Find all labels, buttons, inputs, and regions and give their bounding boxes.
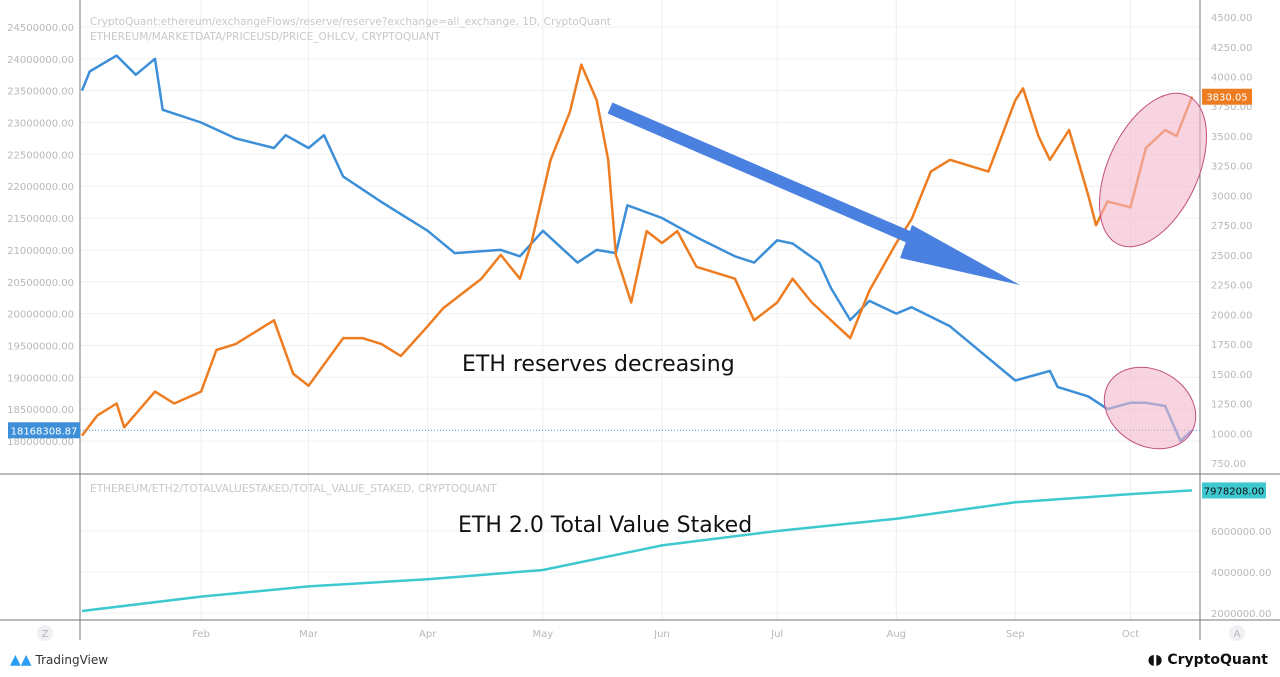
staked-value-badge bbox=[1202, 482, 1266, 499]
right-tick-label: 1500.00 bbox=[1211, 370, 1252, 381]
left-tick-label: 23500000.00 bbox=[7, 87, 74, 98]
lower-tick-label: 2000000.00 bbox=[1211, 609, 1271, 620]
left-tick-label: 22000000.00 bbox=[7, 182, 74, 193]
left-tick-label: 24000000.00 bbox=[7, 55, 74, 66]
cryptoquant-label: CryptoQuant bbox=[1167, 652, 1268, 668]
series-staked-line bbox=[81, 489, 1193, 613]
annotation-staked: ETH 2.0 Total Value Staked bbox=[458, 513, 752, 538]
x-tick-label: May bbox=[533, 629, 554, 640]
left-tick-label: 20500000.00 bbox=[7, 278, 74, 289]
price-value-label: 3830.05 bbox=[1206, 93, 1247, 104]
reserve-value-label: 18168308.87 bbox=[11, 426, 78, 437]
x-tick-label: Sep bbox=[1006, 629, 1025, 640]
x-tick-label: Mar bbox=[299, 629, 319, 640]
left-tick-label: 18500000.00 bbox=[7, 405, 74, 416]
x-tick-label: Aug bbox=[886, 629, 906, 640]
x-tick-label: Jun bbox=[653, 629, 670, 640]
highlight-reserve-ellipse bbox=[1103, 366, 1197, 450]
right-tick-label: 3750.00 bbox=[1211, 102, 1252, 113]
right-tick-label: 2250.00 bbox=[1211, 281, 1252, 292]
right-tick-label: 4250.00 bbox=[1211, 43, 1252, 54]
left-tick-label: 21000000.00 bbox=[7, 246, 74, 257]
right-tick-label: 1750.00 bbox=[1211, 340, 1252, 351]
left-tick-label: 18000000.00 bbox=[7, 437, 74, 448]
z-button[interactable] bbox=[37, 625, 53, 641]
right-tick-label: 4000.00 bbox=[1211, 73, 1252, 84]
x-tick-label: Apr bbox=[419, 629, 437, 640]
right-tick-label: 2750.00 bbox=[1211, 221, 1252, 232]
lower-tick-label: 6000000.00 bbox=[1211, 527, 1271, 538]
right-tick-label: 1000.00 bbox=[1211, 429, 1252, 440]
right-tick-label: 1250.00 bbox=[1211, 400, 1252, 411]
right-tick-label: 2000.00 bbox=[1211, 310, 1252, 321]
tradingview-icon: ▲▲ bbox=[10, 652, 32, 668]
x-tick-label: Feb bbox=[192, 629, 210, 640]
z-label: Z bbox=[42, 629, 49, 640]
x-tick-label: Jul bbox=[770, 629, 783, 640]
left-tick-label: 24500000.00 bbox=[7, 23, 74, 34]
legend-staked: ETHEREUM/ETH2/TOTALVALUESTAKED/TOTAL_VAL… bbox=[90, 483, 497, 495]
right-tick-label: 4500.00 bbox=[1211, 13, 1252, 24]
reserve-value-badge bbox=[8, 422, 80, 439]
cryptoquant-icon: ◖◗ bbox=[1147, 652, 1168, 668]
downtrend-arrow bbox=[607, 102, 1020, 285]
left-tick-label: 21500000.00 bbox=[7, 214, 74, 225]
legend-reserve: CryptoQuant:ethereum/exchangeFlows/reser… bbox=[90, 16, 611, 28]
series-reserve-line bbox=[80, 54, 1193, 443]
tradingview-logo[interactable]: ▲▲ TradingView bbox=[10, 652, 108, 668]
price-value-badge bbox=[1202, 88, 1252, 105]
highlight-price-ellipse bbox=[1098, 92, 1208, 248]
legend-price: ETHEREUM/MARKETDATA/PRICEUSD/PRICE_OHLCV… bbox=[90, 31, 441, 43]
right-tick-label: 3250.00 bbox=[1211, 162, 1252, 173]
a-label: A bbox=[1234, 629, 1241, 640]
tradingview-label: TradingView bbox=[35, 653, 109, 667]
left-tick-label: 23000000.00 bbox=[7, 119, 74, 130]
staked-value-label: 7978208.00 bbox=[1204, 486, 1264, 497]
right-tick-label: 3500.00 bbox=[1211, 132, 1252, 143]
left-tick-label: 20000000.00 bbox=[7, 310, 74, 321]
lower-tick-label: 4000000.00 bbox=[1211, 568, 1271, 579]
annotation-reserves: ETH reserves decreasing bbox=[462, 352, 735, 377]
right-tick-label: 2500.00 bbox=[1211, 251, 1252, 262]
right-tick-label: 750.00 bbox=[1211, 459, 1246, 470]
x-tick-label: Oct bbox=[1122, 629, 1139, 640]
left-tick-label: 19500000.00 bbox=[7, 341, 74, 352]
left-tick-label: 19000000.00 bbox=[7, 373, 74, 384]
cryptoquant-logo: ◖◗ CryptoQuant bbox=[1148, 652, 1268, 668]
right-tick-label: 3000.00 bbox=[1211, 191, 1252, 202]
series-price-line bbox=[81, 63, 1194, 437]
left-tick-label: 22500000.00 bbox=[7, 150, 74, 161]
a-button[interactable] bbox=[1229, 625, 1245, 641]
